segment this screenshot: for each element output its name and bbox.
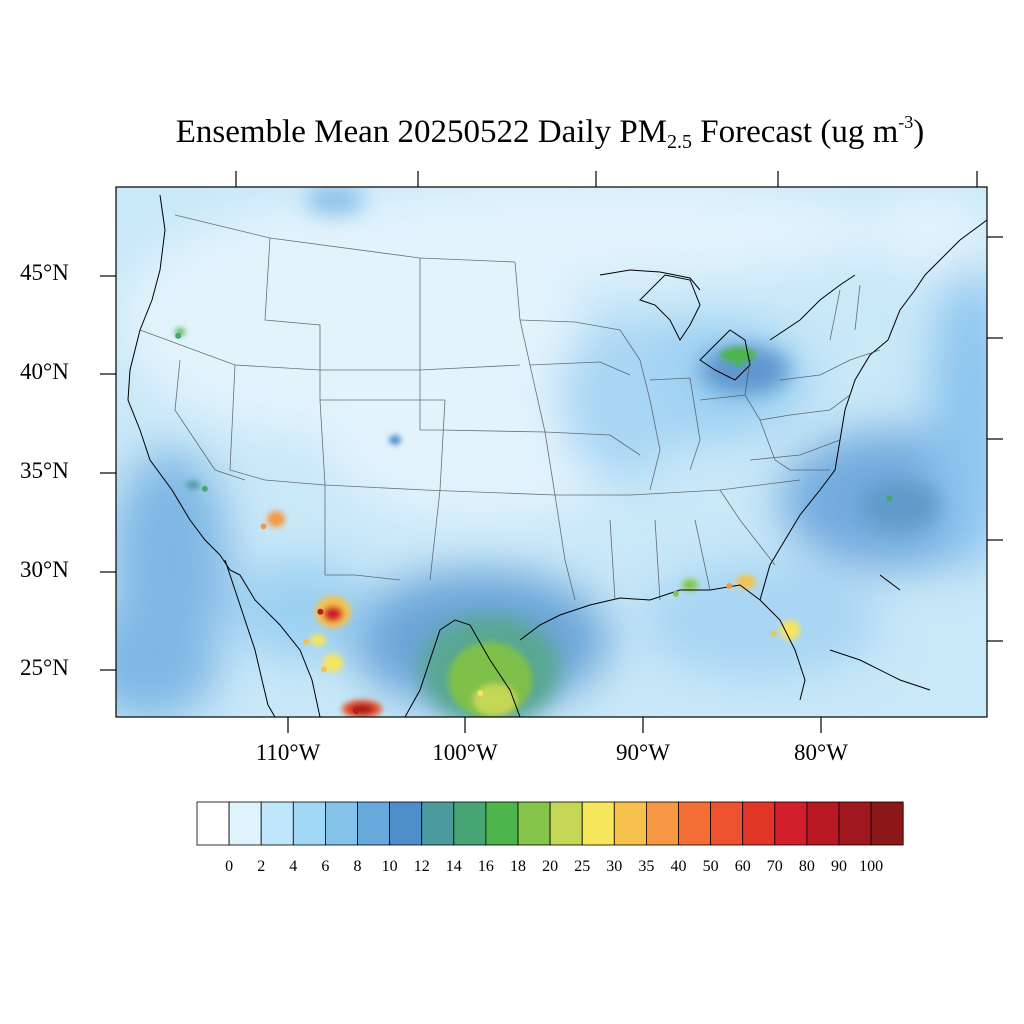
lat-label-30n: 30°N <box>20 557 69 582</box>
colorbar-label: 20 <box>542 858 559 875</box>
colorbar-swatch <box>613 801 647 846</box>
colorbar-swatch <box>838 801 872 846</box>
colorbar-label: 8 <box>353 858 362 875</box>
map-title: Ensemble Mean 20250522 Daily PM2.5 Forec… <box>0 112 1024 154</box>
colorbar-swatch <box>228 801 262 846</box>
colorbar-swatch <box>678 801 711 846</box>
colorbar-swatch <box>324 801 358 846</box>
colorbar-swatch <box>453 801 487 846</box>
colorbar-label: 50 <box>702 858 719 875</box>
colorbar-swatch <box>517 801 551 846</box>
colorbar-label: 80 <box>798 858 815 875</box>
colorbar-swatch <box>645 801 679 846</box>
hotspot-marker <box>201 485 208 492</box>
colorbar-swatch <box>806 801 840 846</box>
colorbar-label: 60 <box>734 858 751 875</box>
colorbar-label: 35 <box>638 858 655 875</box>
colorbar-label: 14 <box>445 858 462 875</box>
hotspot-marker <box>321 666 327 673</box>
hotspot-marker <box>770 630 777 637</box>
colorbar-label: 40 <box>670 858 687 875</box>
colorbar-swatch <box>774 801 808 846</box>
colorbar-swatch <box>357 801 390 846</box>
colorbar-label: 70 <box>766 858 783 875</box>
colorbar-label: 90 <box>831 858 847 875</box>
colorbar-swatch <box>260 801 294 846</box>
colorbar <box>196 801 904 846</box>
colorbar-label: 100 <box>859 858 884 875</box>
top-ticks <box>235 171 978 187</box>
hotspot-marker <box>303 638 310 645</box>
hotspot-marker <box>477 690 484 697</box>
hotspot-marker <box>886 495 893 502</box>
colorbar-label: 2 <box>257 858 266 875</box>
colorbar-label: 16 <box>477 858 494 875</box>
lat-label-35n: 35°N <box>20 458 69 483</box>
concentration-field <box>116 187 987 717</box>
colorbar-swatch <box>485 801 519 846</box>
colorbar-label: 0 <box>225 858 234 875</box>
lon-label-100w: 100°W <box>432 740 498 765</box>
colorbar-label: 30 <box>606 858 623 875</box>
colorbar-label: 10 <box>381 858 398 875</box>
title-prefix: Ensemble Mean 20250522 Daily PM <box>175 114 668 150</box>
colorbar-swatch <box>196 801 230 846</box>
colorbar-swatch <box>742 801 776 846</box>
colorbar-label: 6 <box>321 858 330 875</box>
lat-label-45n: 45°N <box>20 260 69 285</box>
colorbar-label: 4 <box>289 858 298 875</box>
hotspot-marker <box>353 708 359 714</box>
hotspot-layer <box>175 332 893 714</box>
lon-label-80w: 80°W <box>794 740 848 765</box>
left-ticks <box>100 275 116 671</box>
hotspot-marker <box>672 590 679 597</box>
hotspot-marker <box>260 523 267 530</box>
colorbar-swatch <box>549 801 583 846</box>
colorbar-swatch <box>421 801 455 846</box>
title-superscript: -3 <box>898 112 914 132</box>
lat-label-25n: 25°N <box>20 655 69 680</box>
bottom-ticks <box>287 717 822 733</box>
title-subscript: 2.5 <box>667 131 693 153</box>
right-ticks <box>987 236 1003 642</box>
colorbar-swatch <box>581 801 615 846</box>
hotspot-marker <box>317 608 324 615</box>
coastlines <box>127 194 987 717</box>
state-borders <box>139 214 881 601</box>
colorbar-label: 18 <box>510 858 526 875</box>
colorbar-swatch <box>389 801 423 846</box>
lon-label-110w: 110°W <box>255 740 321 765</box>
colorbar-swatch <box>710 801 744 846</box>
lat-label-40n: 40°N <box>20 359 69 384</box>
map-frame <box>115 186 988 718</box>
hotspot-marker <box>175 332 182 339</box>
title-suffix: ) <box>913 114 925 150</box>
hotspot-marker <box>726 583 733 589</box>
colorbar-swatch <box>870 801 904 846</box>
lon-label-90w: 90°W <box>616 740 670 765</box>
title-middle: Forecast (ug m <box>692 114 899 150</box>
colorbar-label: 25 <box>574 858 591 875</box>
colorbar-swatch <box>292 801 326 846</box>
hotspot-marker <box>735 360 742 367</box>
colorbar-label: 12 <box>413 858 430 875</box>
